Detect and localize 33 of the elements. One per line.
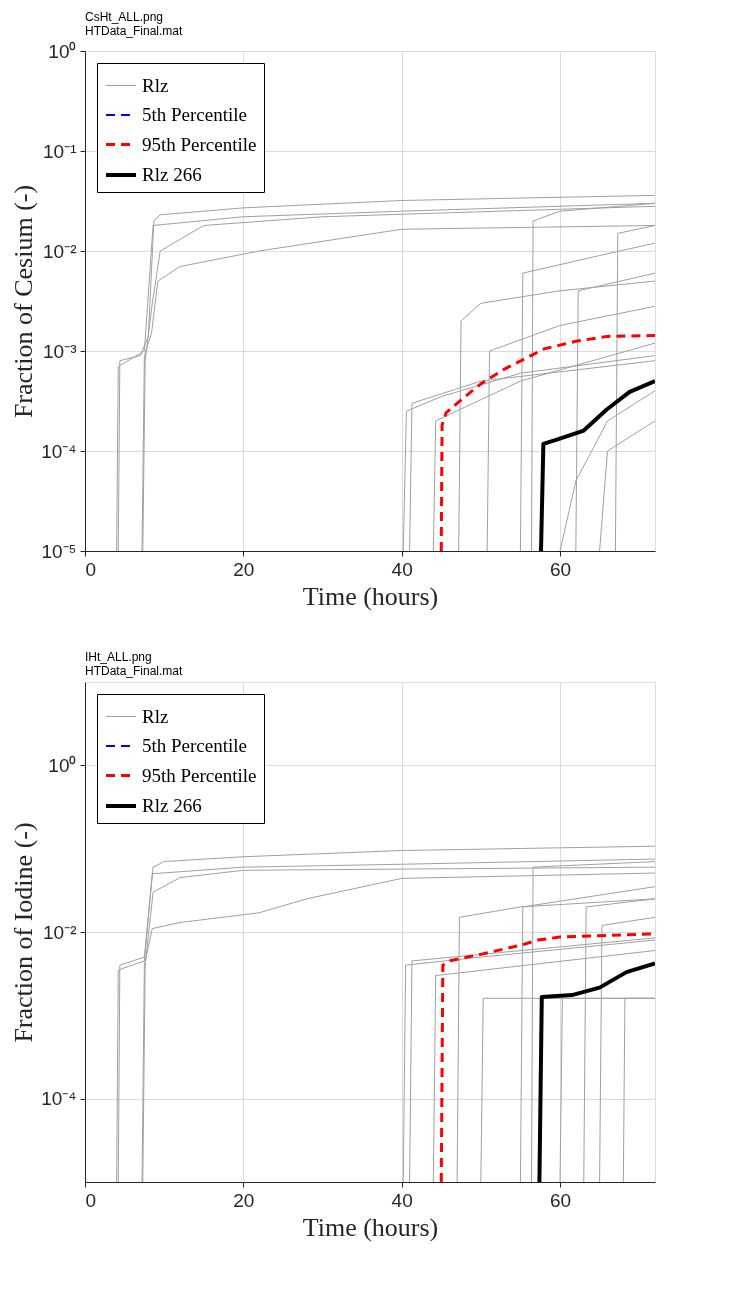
- y-tick-label: 10⁻⁵: [41, 540, 77, 562]
- y-tick-label: 10⁻²: [43, 921, 77, 943]
- x-tick-label: 0: [85, 558, 97, 580]
- legend-label: Rlz: [142, 705, 169, 727]
- legend-label: 5th Percentile: [142, 735, 247, 756]
- text: CsHt_ALL.png: [85, 10, 164, 24]
- y-tick-label: 10⁰: [48, 754, 77, 776]
- legend-label: 95th Percentile: [142, 764, 257, 786]
- x-axis-title: Time (hours): [302, 1212, 439, 1242]
- x-tick-label: 20: [233, 1189, 255, 1211]
- legend-label: Rlz 266: [142, 164, 202, 185]
- y-axis-title: Fraction of Iodine (-): [9, 822, 39, 1043]
- y-tick-label: 10⁻²: [43, 240, 77, 262]
- x-tick-label: 40: [391, 558, 413, 580]
- y-tick-label: 10⁻³: [43, 340, 77, 362]
- text: HTData_Final.mat: [85, 24, 184, 38]
- text: IHt_ALL.png: [85, 650, 152, 664]
- x-tick-label: 60: [549, 1189, 572, 1211]
- legend-label: 95th Percentile: [142, 133, 257, 155]
- x-tick-label: 40: [391, 1189, 413, 1211]
- legend-label: Rlz 266: [142, 795, 202, 816]
- y-tick-label: 10⁰: [48, 40, 77, 62]
- x-tick-label: 60: [549, 558, 572, 580]
- y-tick-label: 10⁻¹: [43, 140, 77, 162]
- x-axis-title: Time (hours): [302, 581, 439, 611]
- y-tick-label: 10⁻⁴: [41, 440, 77, 462]
- x-tick-label: 0: [85, 1189, 97, 1211]
- y-axis-title: Fraction of Cesium (-): [9, 184, 39, 419]
- y-tick-label: 10⁻⁴: [41, 1088, 77, 1110]
- legend-label: Rlz: [142, 74, 169, 96]
- legend-label: 5th Percentile: [142, 104, 247, 125]
- text: HTData_Final.mat: [85, 664, 184, 678]
- x-tick-label: 20: [233, 558, 255, 580]
